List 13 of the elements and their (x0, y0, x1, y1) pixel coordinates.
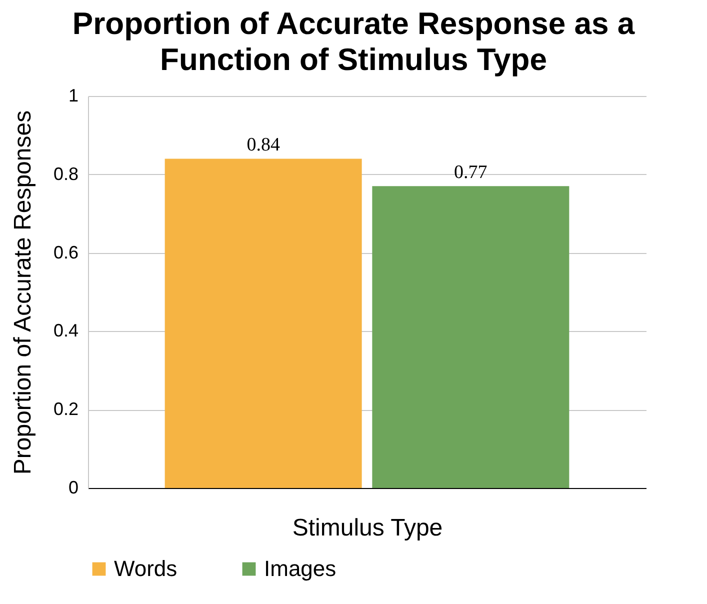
y-tick-label: 0.6 (53, 242, 78, 263)
legend-label: Images (264, 556, 336, 582)
data-label: 0.77 (454, 162, 488, 184)
y-tick-label: 0.8 (53, 164, 78, 184)
y-tick-label: 0 (68, 478, 78, 498)
legend-label: Words (114, 556, 178, 582)
y-tick-label: 0.4 (53, 320, 78, 341)
chart-title: Proportion of Accurate Response as a Function of Stimulus Type (71, 6, 636, 78)
data-label: 0.84 (246, 135, 280, 156)
y-axis-title: Proportion of Accurate Responses (9, 110, 36, 475)
y-tick-label: 0.2 (53, 399, 78, 420)
y-tick-label: 1 (68, 86, 78, 106)
x-axis-title: Stimulus Type (292, 514, 443, 542)
